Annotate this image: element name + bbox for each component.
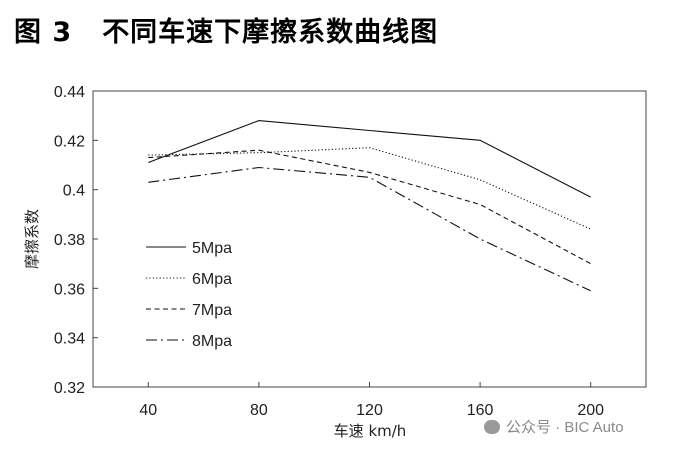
legend-label-6mpa: 6Mpa [192,271,232,288]
y-axis: 0.32 0.34 0.36 0.38 0.4 0.42 0.44 [54,84,98,397]
x-axis-label: 车速 km/h [334,422,407,440]
y-tick-label: 0.38 [54,232,85,249]
x-tick-label: 200 [577,402,604,419]
series-line-5mpa [148,120,591,198]
wechat-icon [484,420,500,434]
legend-label-5mpa: 5Mpa [192,240,232,257]
series-line-6mpa [148,147,591,230]
series-line-7mpa [148,149,591,265]
watermark: 公众号 · BIC Auto [484,416,624,437]
y-tick-label: 0.44 [54,84,85,101]
watermark-text: 公众号 · BIC Auto [506,419,624,436]
legend-label-8mpa: 8Mpa [192,333,232,350]
legend: 5Mpa 6Mpa 7Mpa 8Mpa [146,240,232,350]
x-tick-label: 120 [356,402,383,419]
figure-title-text: 不同车速下摩擦系数曲线图 [102,17,439,48]
y-tick-label: 0.36 [54,281,85,298]
y-tick-label: 0.32 [54,380,85,397]
x-tick-label: 160 [467,402,494,419]
y-axis-label: 摩擦系数 [23,209,41,269]
series-group [148,120,591,292]
y-tick-label: 0.34 [54,331,85,348]
figure-number: 图 3 [14,17,73,48]
x-tick-label: 40 [139,402,157,419]
x-axis: 40 80 120 160 200 [139,382,604,419]
x-tick-label: 80 [250,402,268,419]
y-tick-label: 0.42 [54,133,85,150]
y-tick-label: 0.4 [63,183,85,200]
chart-title: 图 3 不同车速下摩擦系数曲线图 [14,10,438,49]
plot-area-frame [92,90,647,388]
legend-label-7mpa: 7Mpa [192,302,232,319]
